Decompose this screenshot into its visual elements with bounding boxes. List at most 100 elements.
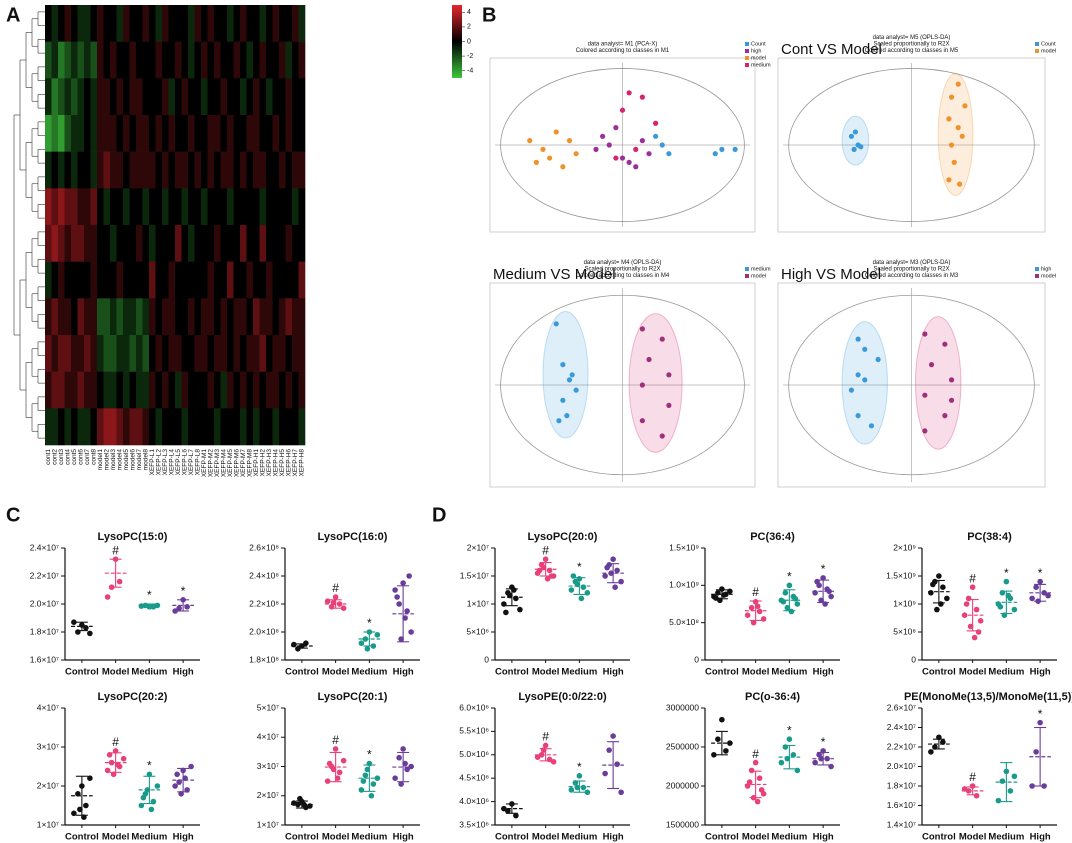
heatmap-cell <box>103 78 111 116</box>
point <box>610 556 616 562</box>
heatmap-cell <box>207 298 215 336</box>
heatmap-cell <box>168 225 176 262</box>
heatmap-cell <box>168 188 176 226</box>
heatmap-cell <box>194 335 202 372</box>
point <box>104 767 111 774</box>
point <box>326 760 333 767</box>
group-ellipse <box>915 316 962 450</box>
heatmap-cell <box>298 371 306 409</box>
x-tick-label: Model <box>959 667 986 678</box>
heatmap-cell <box>129 78 137 116</box>
heatmap-cell <box>259 225 267 262</box>
heatmap-cell <box>220 225 228 262</box>
y-tick-label: 3000000 <box>666 702 699 712</box>
point <box>146 771 153 778</box>
y-tick-label: 1.8×10⁷ <box>30 626 59 636</box>
heatmap-cell <box>142 115 150 152</box>
heatmap-cell <box>240 298 247 336</box>
heatmap-cell <box>272 188 280 226</box>
heatmap-cell <box>116 188 124 226</box>
comparison-label: Medium VS Model <box>493 266 616 283</box>
heatmap-cell <box>188 371 195 409</box>
point <box>639 94 645 100</box>
x-tick-label: Medium <box>131 667 167 678</box>
heatmap-cell <box>142 188 150 226</box>
heatmap-cell <box>90 5 98 42</box>
heatmap-cell <box>97 225 104 262</box>
point <box>553 129 559 135</box>
heatmap-cell <box>194 115 202 152</box>
y-tick-label: 5×10⁷ <box>257 702 279 712</box>
heatmap-cell <box>201 261 208 299</box>
heatmap-cell <box>129 335 137 372</box>
heatmap-cell <box>175 188 182 226</box>
point <box>965 595 972 602</box>
heatmap-cell <box>168 371 176 409</box>
column-label: XEFP-M2 <box>207 449 214 478</box>
point <box>1011 773 1018 780</box>
point <box>610 733 616 739</box>
heatmap-cell <box>175 5 182 42</box>
heatmap-cell <box>136 298 143 336</box>
point <box>1033 584 1039 590</box>
heatmap-cell <box>188 5 195 42</box>
point <box>712 151 718 157</box>
x-tick-label: Medium <box>351 667 387 678</box>
point <box>626 90 632 96</box>
heatmap-cell <box>246 5 254 42</box>
point <box>140 794 147 801</box>
point <box>1011 606 1018 613</box>
heatmap-cell <box>253 371 260 409</box>
heatmap-cell <box>97 408 104 446</box>
point <box>392 587 398 593</box>
heatmap-cell <box>142 335 150 372</box>
heatmap-cell <box>136 5 143 42</box>
heatmap-cell <box>298 335 306 372</box>
group-ellipse <box>628 313 683 453</box>
heatmap-cell <box>214 41 221 79</box>
heatmap-cell <box>292 115 299 152</box>
legend-label: Count <box>1041 41 1056 47</box>
point <box>646 356 652 363</box>
legend-swatch <box>745 42 749 46</box>
heatmap-cell <box>233 41 241 79</box>
heatmap-cell <box>259 151 267 189</box>
point <box>138 603 145 609</box>
heatmap-cell <box>136 371 143 409</box>
point <box>110 771 117 778</box>
heatmap-cell <box>123 5 130 42</box>
heatmap-cell <box>90 408 98 446</box>
plot-frame <box>489 282 756 488</box>
column-label: XEFP-H4 <box>272 449 279 477</box>
column-label: cont5 <box>71 449 78 465</box>
point <box>83 802 89 809</box>
heatmap-cell <box>155 5 163 42</box>
y-tick-label: 4×10⁷ <box>257 732 279 742</box>
point <box>928 362 935 368</box>
significance-mark: * <box>367 616 372 630</box>
heatmap-cell <box>279 261 286 299</box>
point <box>760 616 767 622</box>
heatmap-cell <box>129 5 137 42</box>
point <box>997 604 1004 610</box>
heatmap-cell <box>253 261 260 299</box>
heatmap-cell <box>155 371 163 409</box>
x-tick-label: High <box>603 667 624 678</box>
point <box>828 593 834 600</box>
heatmap-cell <box>168 41 176 79</box>
point <box>556 418 562 424</box>
heatmap-cell <box>90 188 98 226</box>
point <box>358 640 365 646</box>
heatmap-cell <box>77 371 85 409</box>
column-label: cont7 <box>84 449 91 465</box>
heatmap-cell <box>129 188 137 226</box>
point <box>564 413 570 419</box>
heatmap-cell <box>220 408 228 446</box>
point <box>1005 592 1012 599</box>
legend-label: model <box>1041 48 1056 54</box>
heatmap-cell <box>129 225 137 262</box>
heatmap-cell <box>155 78 163 116</box>
heatmap-cell <box>246 151 254 189</box>
heatmap-cell <box>285 78 293 116</box>
y-tick-label: 1.6×10⁷ <box>887 800 916 810</box>
